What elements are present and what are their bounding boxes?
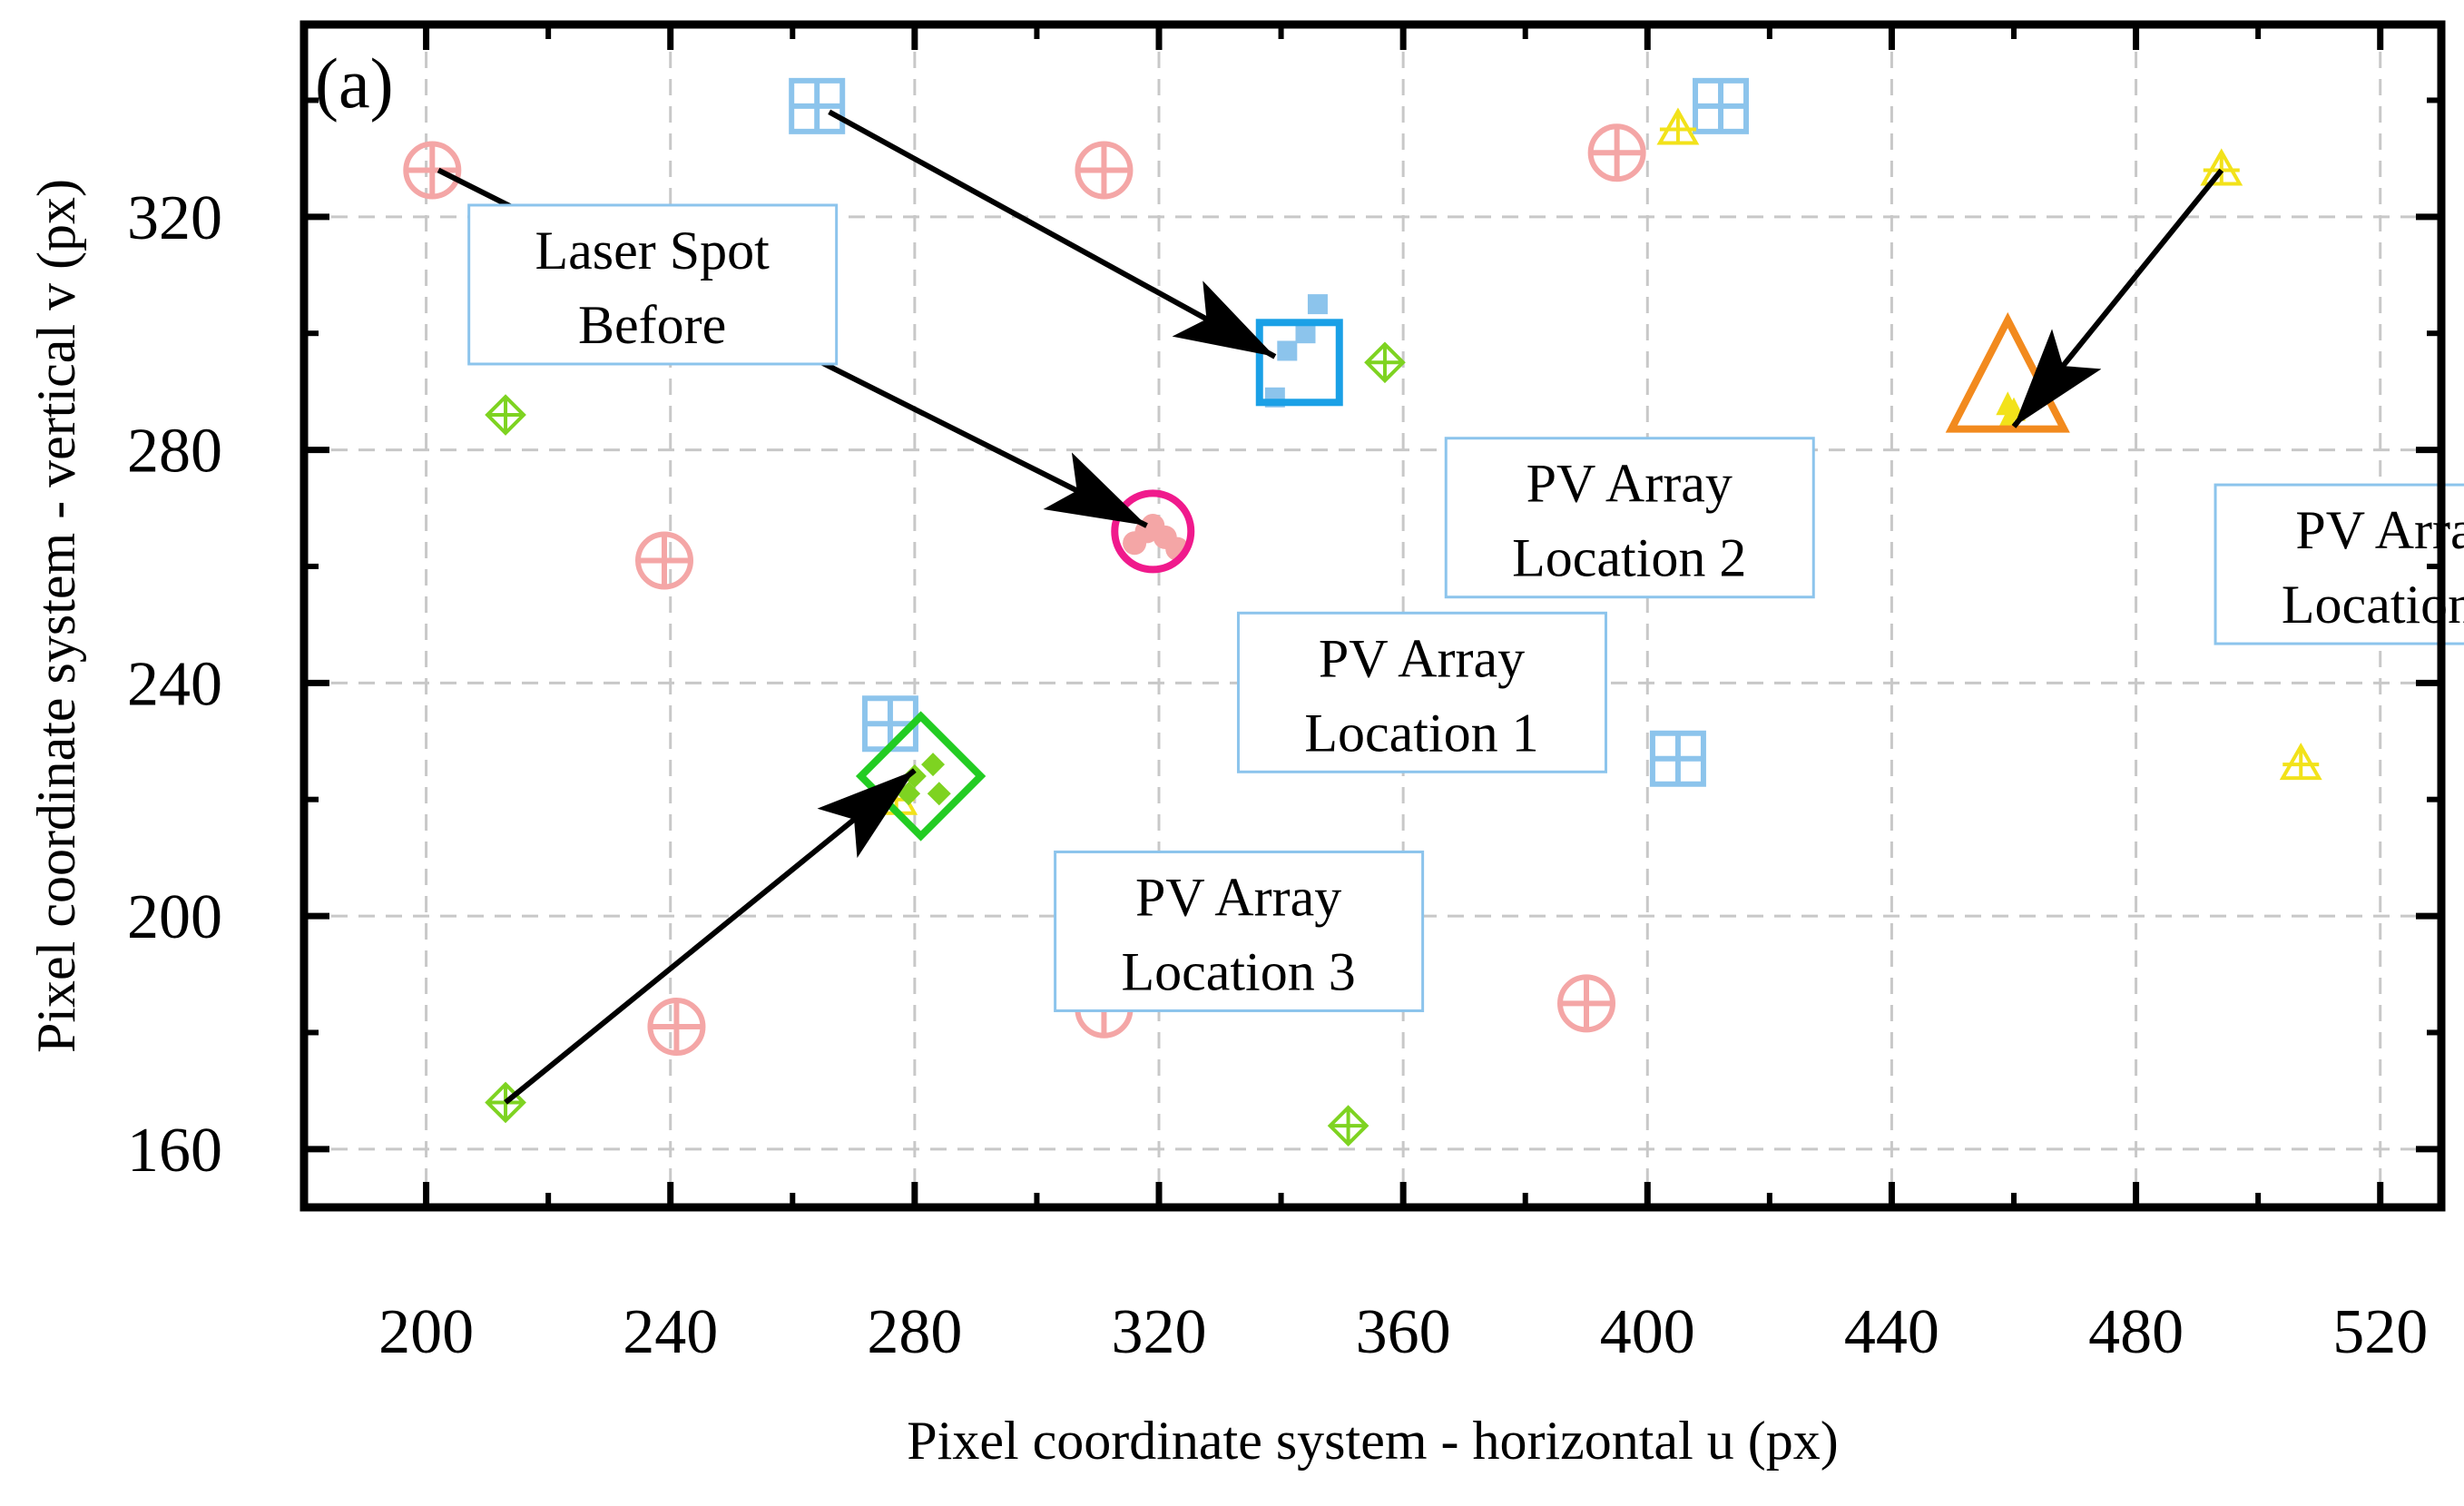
before-point-circle: [647, 998, 706, 1057]
annotation-text: PV Array: [1319, 628, 1525, 688]
x-axis-title: Pixel coordinate system - horizontal u (…: [907, 1411, 1838, 1471]
before-point-circle: [1587, 123, 1646, 182]
arrow: [504, 768, 917, 1105]
before-point-square: [861, 695, 918, 753]
x-tick-label: 360: [1356, 1297, 1451, 1367]
annotation-box-frame: [1236, 611, 1607, 773]
annotation-box: Laser Spot Before: [467, 203, 839, 366]
annotation-text: Location 2: [1512, 528, 1746, 588]
annotation-box: PV Array Location 2: [1444, 437, 1815, 599]
x-tick-label: 200: [378, 1297, 474, 1367]
x-tick-label: 400: [1600, 1297, 1695, 1367]
annotation-box: PV Array Location 1: [1236, 611, 1607, 773]
before-point-square: [789, 77, 846, 134]
before-point-diamond: [1364, 341, 1406, 384]
before-point-circle: [1075, 141, 1134, 200]
marker-fill: [927, 782, 951, 806]
before-point-diamond: [1327, 1105, 1369, 1147]
plot-frame: [299, 20, 2446, 1212]
target-diamond-location-3: [855, 711, 987, 842]
annotation-box-frame: [1054, 850, 1425, 1012]
annotation-box: PV Array Location 4: [2214, 483, 2464, 645]
annotation-text: Location 4: [2282, 575, 2464, 635]
target-circle-location-1: [1111, 489, 1195, 574]
before-point-square: [1649, 730, 1706, 787]
x-tick-label: 320: [1112, 1297, 1207, 1367]
before-point-triangle: [1656, 107, 1700, 145]
annotation-text: Before: [578, 295, 726, 355]
annotation-text: Location 3: [1121, 941, 1355, 1001]
before-point-circle: [1557, 974, 1615, 1033]
before-point-square: [1693, 77, 1750, 134]
before-point-circle: [403, 141, 462, 200]
arrow: [2011, 168, 2224, 428]
after-point-diamond: [921, 753, 946, 777]
before-point-triangle: [2279, 743, 2322, 781]
x-tick-label: 520: [2332, 1297, 2428, 1367]
marker-fill: [1295, 323, 1316, 344]
y-tick-label: 200: [127, 882, 222, 952]
axis-ticks: 200 240 280 320 360 400 440 480 520 160 200 240 280 3…: [127, 25, 2441, 1367]
marker-fill: [1307, 294, 1328, 315]
y-tick-label: 320: [127, 183, 222, 253]
annotation-text: Location 1: [1304, 703, 1538, 763]
panel-label: (a): [315, 44, 394, 123]
marker-fill: [921, 753, 946, 777]
annotation-box-frame: [1444, 437, 1815, 599]
annotation-box: PV Array Location 3: [1054, 850, 1425, 1012]
before-point-circle: [634, 531, 693, 590]
arrow: [828, 109, 1277, 359]
y-tick-label: 160: [127, 1116, 222, 1186]
annotation-box-frame: [2214, 483, 2464, 645]
annotation-text: PV Array: [1135, 867, 1341, 927]
y-tick-label: 280: [127, 417, 222, 487]
x-tick-label: 440: [1844, 1297, 1939, 1367]
target-square-location-2: [1255, 319, 1343, 407]
y-axis-title: Pixel coordinate system - vertical v (px…: [26, 179, 86, 1053]
marker-fill: [1277, 340, 1298, 361]
before-point-diamond: [485, 394, 526, 436]
x-tick-label: 480: [2088, 1297, 2184, 1367]
before-point-triangle: [2200, 148, 2243, 186]
x-tick-label: 280: [867, 1297, 962, 1367]
annotation-text: Laser Spot: [535, 221, 771, 281]
x-tick-label: 240: [623, 1297, 718, 1367]
after-point-square: [1307, 294, 1328, 315]
after-point-square: [1295, 323, 1316, 344]
annotation-box-frame: [467, 203, 839, 366]
y-tick-label: 240: [127, 649, 222, 719]
annotation-text: PV Array: [2295, 500, 2464, 560]
after-point-diamond: [927, 782, 951, 806]
annotation-text: PV Array: [1527, 454, 1733, 514]
after-point-square: [1277, 340, 1298, 361]
